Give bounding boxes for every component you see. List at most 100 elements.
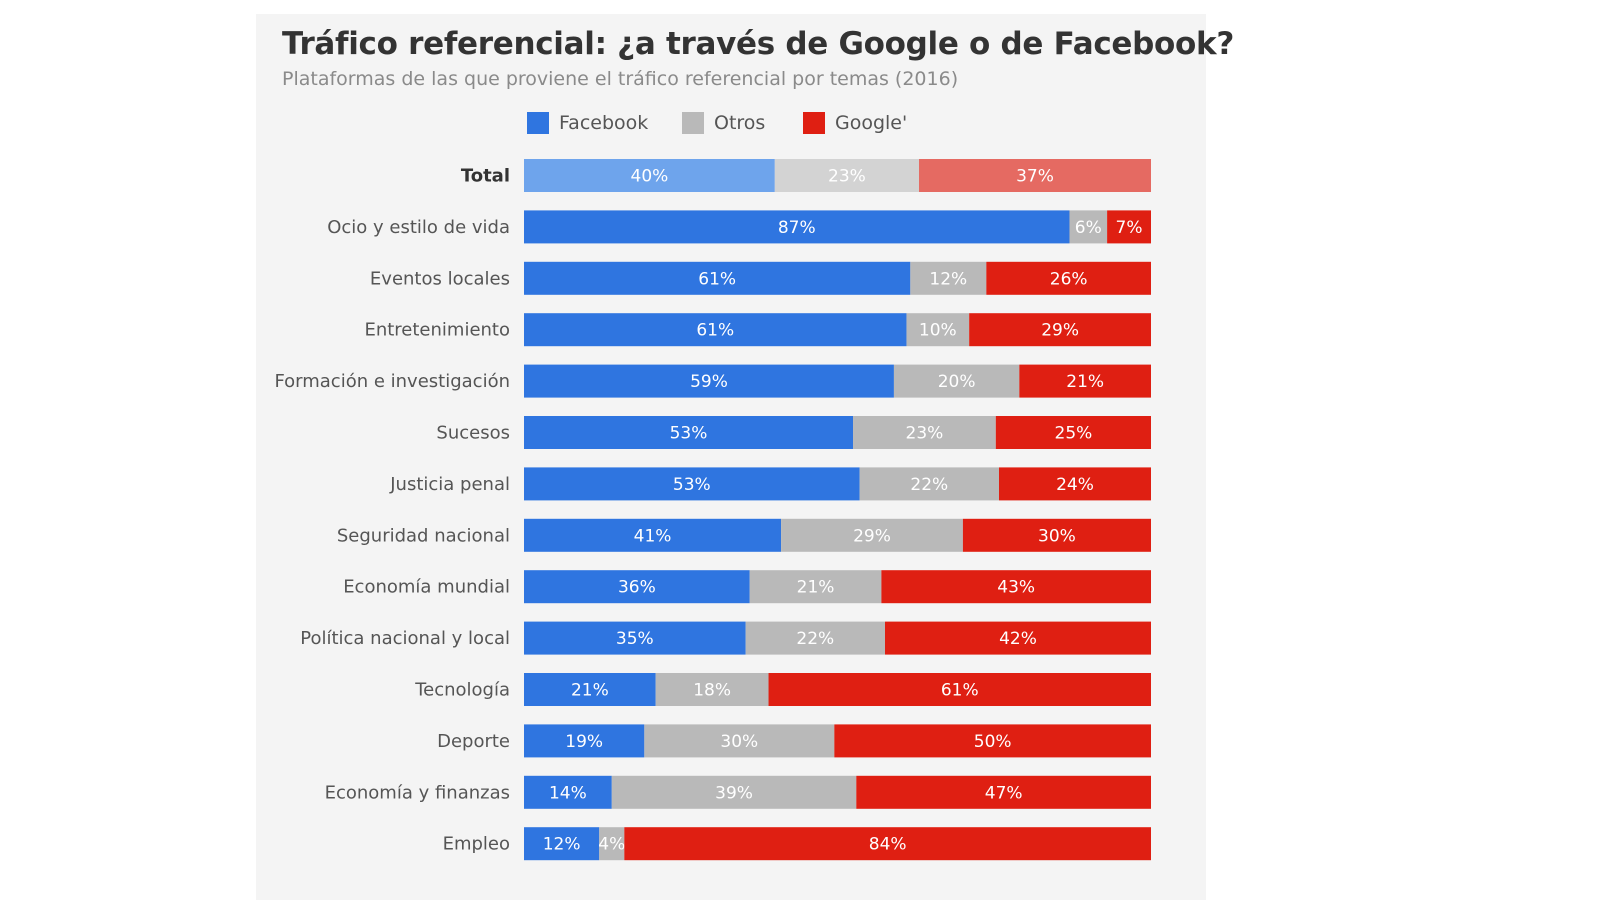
value-label-google: 29%	[1041, 321, 1079, 341]
value-label-facebook: 41%	[634, 526, 672, 546]
bar-segment-facebook	[524, 570, 750, 604]
bar-segment-otros	[893, 364, 1020, 398]
category-label: Empleo	[443, 834, 510, 855]
category-label: Seguridad nacional	[337, 525, 510, 546]
value-label-otros: 23%	[828, 167, 866, 187]
bar-segment-otros	[599, 827, 625, 861]
bar-segment-facebook	[524, 518, 782, 552]
value-label-facebook: 53%	[673, 475, 711, 495]
value-label-google: 30%	[1038, 526, 1076, 546]
bar-segment-google	[986, 261, 1151, 295]
category-label: Deporte	[437, 731, 510, 752]
category-label: Ocio y estilo de vida	[327, 217, 510, 238]
bar-segment-facebook	[524, 827, 600, 861]
category-label: Tecnología	[414, 680, 510, 701]
value-label-google: 37%	[1016, 167, 1054, 187]
category-label: Sucesos	[436, 423, 510, 444]
bar-segment-otros	[910, 261, 987, 295]
bar-segment-google	[885, 621, 1151, 655]
value-label-otros: 22%	[796, 629, 834, 649]
bar-segment-google	[856, 775, 1151, 809]
value-label-google: 50%	[974, 732, 1012, 752]
category-label: Economía y finanzas	[325, 782, 510, 803]
value-label-otros: 29%	[853, 526, 891, 546]
value-label-otros: 12%	[929, 269, 967, 289]
legend-swatch-facebook	[527, 112, 549, 134]
bar-segment-google	[999, 467, 1151, 501]
value-label-otros: 18%	[693, 681, 731, 701]
value-label-facebook: 61%	[696, 321, 734, 341]
value-label-otros: 23%	[906, 424, 944, 444]
legend-label-google: Google'	[835, 112, 908, 134]
value-label-facebook: 12%	[543, 835, 581, 855]
value-label-facebook: 21%	[571, 681, 609, 701]
value-label-google: 7%	[1116, 218, 1143, 238]
bar-segment-facebook	[524, 724, 645, 758]
bar-segment-google	[768, 673, 1151, 706]
bar-segment-google	[1019, 364, 1151, 398]
value-label-facebook: 40%	[631, 167, 669, 187]
value-label-google: 47%	[985, 783, 1023, 803]
value-label-google: 42%	[999, 629, 1037, 649]
bar-segment-google	[834, 724, 1151, 758]
bar-segment-google	[881, 570, 1151, 604]
bar-segment-otros	[853, 416, 996, 449]
value-label-facebook: 61%	[698, 269, 736, 289]
legend-item-facebook: Facebook	[527, 112, 648, 134]
bar-segment-facebook	[524, 159, 775, 192]
legend-item-otros: Otros	[682, 112, 765, 134]
bar-segment-google	[624, 827, 1151, 861]
chart-subtitle: Plataformas de las que proviene el tráfi…	[282, 68, 959, 90]
value-label-facebook: 14%	[549, 783, 587, 803]
bar-segment-otros	[749, 570, 882, 604]
category-label: Entretenimiento	[364, 320, 510, 341]
value-label-otros: 21%	[797, 578, 835, 598]
bar-segment-facebook	[524, 313, 907, 347]
bar-segment-facebook	[524, 621, 746, 655]
value-label-facebook: 87%	[778, 218, 816, 238]
chart-title: Tráfico referencial: ¿a través de Google…	[282, 26, 1235, 62]
bar-segment-facebook	[524, 416, 854, 449]
legend-item-google: Google'	[803, 112, 907, 134]
value-label-google: 26%	[1050, 269, 1088, 289]
bar-segment-facebook	[524, 467, 860, 501]
value-label-facebook: 59%	[690, 372, 728, 392]
bar-segment-otros	[906, 313, 970, 347]
bar-segment-otros	[611, 775, 857, 809]
value-label-otros: 20%	[938, 372, 976, 392]
bar-segment-otros	[655, 673, 769, 706]
category-label: Política nacional y local	[300, 628, 510, 649]
category-label: Eventos locales	[370, 268, 510, 289]
bar-segment-facebook	[524, 364, 894, 398]
value-label-otros: 30%	[720, 732, 758, 752]
bar-segment-otros	[644, 724, 835, 758]
legend-swatch-google	[803, 112, 825, 134]
category-label: Justicia penal	[389, 474, 510, 495]
bar-segment-facebook	[524, 673, 656, 706]
bar-segment-otros	[781, 518, 963, 552]
bar-segment-google	[919, 159, 1151, 192]
bar-segment-google	[969, 313, 1151, 347]
bar-segment-google	[962, 518, 1151, 552]
value-label-facebook: 35%	[616, 629, 654, 649]
value-label-facebook: 36%	[618, 578, 656, 598]
legend-label-otros: Otros	[714, 112, 766, 134]
value-label-otros: 4%	[598, 835, 625, 855]
bar-segment-otros	[745, 621, 885, 655]
value-label-google: 24%	[1056, 475, 1094, 495]
legend-label-facebook: Facebook	[559, 112, 649, 134]
chart-legend: Facebook Otros Google'	[0, 112, 1600, 142]
value-label-facebook: 53%	[670, 424, 708, 444]
value-label-google: 43%	[997, 578, 1035, 598]
legend-swatch-otros	[682, 112, 704, 134]
bar-segment-otros	[1069, 210, 1108, 244]
value-label-otros: 22%	[910, 475, 948, 495]
category-label: Formación e investigación	[274, 371, 510, 392]
value-label-otros: 6%	[1075, 218, 1102, 238]
category-label: Total	[461, 166, 510, 187]
bar-segment-google	[1107, 210, 1151, 244]
value-label-facebook: 19%	[565, 732, 603, 752]
bar-segment-otros	[859, 467, 999, 501]
category-label: Economía mundial	[343, 577, 510, 598]
